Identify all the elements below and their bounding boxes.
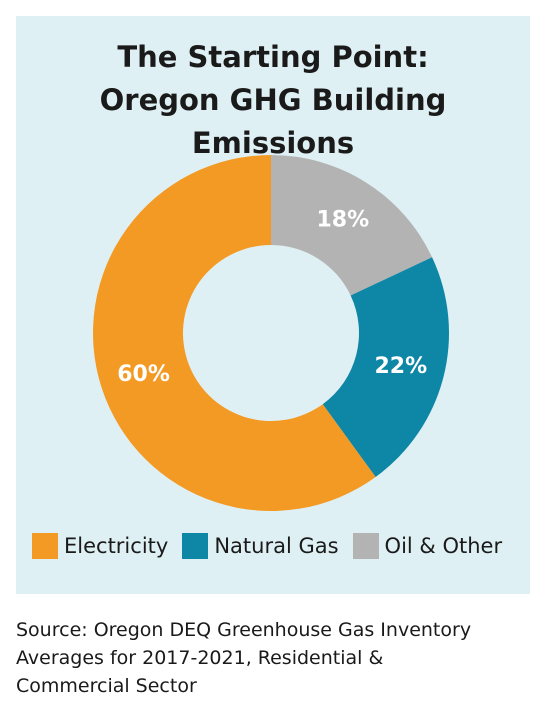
chart-panel: The Starting Point: Oregon GHG Building … xyxy=(16,16,530,594)
source-line-3: Commercial Sector xyxy=(16,675,197,697)
legend-item-natural-gas: Natural Gas xyxy=(182,533,339,559)
legend-item-electricity: Electricity xyxy=(32,533,168,559)
source-line-1: Source: Oregon DEQ Greenhouse Gas Invent… xyxy=(16,619,472,641)
chart-title: The Starting Point: Oregon GHG Building … xyxy=(16,36,530,165)
donut-chart: 18% 22% 60% xyxy=(93,155,449,511)
source-note: Source: Oregon DEQ Greenhouse Gas Invent… xyxy=(16,616,536,700)
legend-swatch-oil-other xyxy=(352,533,379,559)
donut-slice-electricity xyxy=(93,155,376,511)
legend-label-natural-gas: Natural Gas xyxy=(214,534,339,558)
slice-label-electricity: 60% xyxy=(117,362,170,387)
chart-title-line-1: The Starting Point: xyxy=(117,40,429,74)
legend-item-oil-other: Oil & Other xyxy=(352,533,503,559)
slice-label-oil-other: 18% xyxy=(316,207,369,232)
chart-title-line-2: Oregon GHG Building Emissions xyxy=(99,83,447,160)
chart-legend: Electricity Natural Gas Oil & Other xyxy=(32,532,530,560)
donut-slice-natural-gas xyxy=(322,257,449,478)
donut-slice-oil-other xyxy=(271,155,433,296)
slice-label-natural-gas: 22% xyxy=(374,354,427,379)
legend-label-electricity: Electricity xyxy=(64,534,169,558)
legend-swatch-electricity xyxy=(32,533,58,559)
legend-label-oil-other: Oil & Other xyxy=(384,534,503,558)
legend-swatch-natural-gas xyxy=(182,533,209,559)
source-line-2: Averages for 2017-2021, Residential & xyxy=(16,647,384,669)
